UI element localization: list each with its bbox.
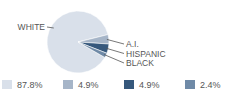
pie-slice [78, 42, 107, 58]
slice-label: BLACK [126, 58, 154, 68]
legend-label: 4.9% [139, 80, 160, 90]
leader-line [104, 55, 124, 63]
pie [47, 11, 109, 73]
legend: 87.8% 4.9% 4.9% 2.4% [2, 80, 221, 90]
labels: WHITE A.I.HISPANICBLACK [18, 22, 166, 68]
slice-label: A.I. [126, 39, 139, 49]
leader-line [47, 27, 54, 28]
legend-swatch [63, 80, 73, 89]
legend-label: 4.9% [78, 80, 99, 90]
pie-slice [47, 11, 108, 73]
slice-label: HISPANIC [126, 49, 166, 59]
legend-label: 87.8% [17, 80, 43, 90]
legend-swatch [124, 80, 134, 89]
legend-label: 2.4% [200, 80, 221, 90]
chart: WHITE A.I.HISPANICBLACK 87.8% 4.9% 4.9% 2.4% [0, 0, 240, 100]
legend-swatch [185, 80, 195, 89]
leader-line [107, 39, 124, 44]
slice-label: WHITE [18, 22, 46, 32]
legend-swatch [2, 80, 12, 89]
leader-line [106, 48, 124, 53]
